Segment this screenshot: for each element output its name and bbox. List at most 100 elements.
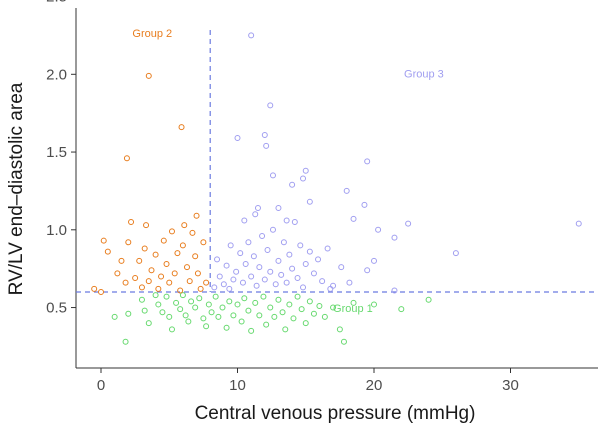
data-point	[282, 326, 289, 333]
y-tick-label: 0.5	[46, 300, 67, 317]
data-point	[350, 215, 357, 222]
data-point	[145, 72, 152, 79]
data-point	[186, 278, 193, 285]
data-point	[234, 135, 241, 142]
data-point	[267, 268, 274, 275]
data-point	[263, 321, 270, 328]
data-point	[145, 320, 152, 327]
data-point	[148, 267, 155, 274]
data-point	[261, 131, 268, 138]
x-tick-label: 10	[229, 377, 246, 394]
y-tick-label: 2.5	[46, 0, 67, 6]
data-point	[252, 299, 259, 306]
x-tick-label: 0	[97, 377, 105, 394]
data-point	[171, 270, 178, 277]
data-point	[272, 281, 279, 288]
threshold-lines	[76, 30, 598, 293]
data-point	[242, 261, 249, 268]
data-point	[227, 242, 234, 249]
data-point	[391, 287, 398, 294]
data-point	[271, 313, 278, 320]
data-point	[300, 284, 307, 291]
data-point	[343, 187, 350, 194]
data-point	[155, 301, 162, 308]
data-point	[192, 304, 199, 311]
data-point	[98, 289, 104, 295]
data-point	[248, 32, 255, 39]
data-point	[302, 167, 309, 174]
data-point	[203, 323, 210, 330]
data-point	[233, 268, 240, 275]
data-point	[261, 276, 268, 283]
data-point	[177, 306, 184, 313]
data-point	[182, 312, 189, 319]
data-point	[330, 282, 337, 289]
data-point	[298, 306, 305, 313]
data-point	[205, 301, 212, 308]
data-point	[212, 293, 219, 300]
y-axis-title: RV/LV end–diastolic area	[6, 82, 27, 295]
data-point	[138, 296, 145, 303]
x-axis: 0 10 20 30	[76, 367, 598, 394]
data-point	[283, 279, 290, 286]
data-point	[118, 257, 125, 264]
data-point	[122, 279, 129, 286]
data-point	[250, 253, 257, 260]
data-point	[310, 270, 317, 277]
data-point	[425, 296, 432, 303]
data-points	[91, 32, 582, 345]
data-point	[294, 293, 301, 300]
data-point	[196, 295, 203, 302]
data-point	[163, 293, 170, 300]
data-point	[269, 172, 276, 179]
data-point	[237, 250, 244, 257]
data-point	[286, 301, 293, 308]
data-point	[226, 285, 233, 292]
data-point	[256, 312, 263, 319]
data-point	[260, 293, 267, 300]
data-point	[324, 245, 331, 252]
data-point	[219, 304, 226, 311]
data-point	[188, 298, 195, 305]
data-point	[174, 250, 181, 257]
data-point	[364, 267, 371, 274]
data-point	[200, 315, 207, 322]
data-point	[371, 301, 377, 308]
data-point	[252, 211, 259, 218]
data-point	[214, 256, 221, 263]
data-point	[192, 253, 199, 260]
data-point	[391, 234, 398, 241]
data-point	[452, 250, 459, 257]
y-tick-label: 1.0	[46, 222, 67, 239]
data-point	[208, 309, 215, 316]
data-point	[306, 298, 313, 305]
data-point	[194, 270, 201, 277]
data-point	[122, 338, 129, 345]
data-point	[364, 158, 371, 165]
data-point	[310, 310, 317, 317]
data-point	[145, 278, 152, 285]
data-point	[321, 313, 328, 320]
data-point	[316, 302, 323, 309]
data-point	[283, 217, 290, 224]
data-point	[263, 142, 270, 149]
data-point	[203, 279, 210, 286]
data-point	[275, 257, 282, 264]
data-point	[289, 181, 296, 188]
data-point	[230, 276, 237, 283]
data-point	[159, 309, 166, 316]
x-tick-label: 30	[502, 377, 519, 394]
series-group-3	[211, 32, 582, 294]
data-point	[179, 242, 186, 249]
y-axis: 0.5 1.0 1.5 2.0 2.5	[46, 0, 77, 368]
data-point	[306, 198, 313, 205]
data-point	[143, 222, 150, 229]
data-point	[350, 299, 357, 306]
data-point	[189, 229, 196, 236]
data-point	[230, 312, 237, 319]
data-point	[166, 313, 173, 320]
data-point	[302, 261, 309, 268]
data-point	[141, 307, 148, 314]
data-point	[302, 320, 309, 327]
